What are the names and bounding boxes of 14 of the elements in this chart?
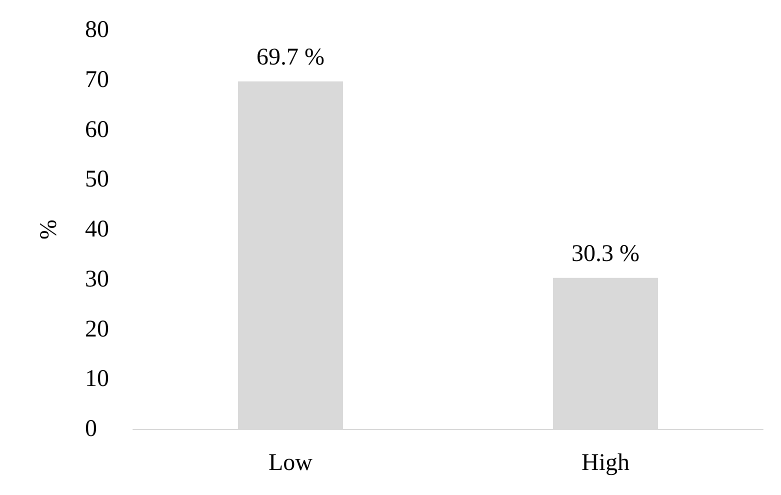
y-tick-label: 80 xyxy=(85,17,109,43)
y-tick-label: 10 xyxy=(85,366,109,392)
y-tick-label: 40 xyxy=(85,216,109,242)
y-tick-label: 50 xyxy=(85,166,109,193)
y-axis-title: % xyxy=(36,220,62,240)
data-label: 30.3 % xyxy=(572,240,640,267)
y-tick-label: 0 xyxy=(85,416,97,442)
y-tick-label: 70 xyxy=(85,66,109,93)
y-tick-label: 60 xyxy=(85,116,109,143)
x-tick-label: High xyxy=(582,450,630,476)
x-tick-label: Low xyxy=(268,450,314,476)
y-tick-label: 20 xyxy=(85,316,109,342)
data-label: 69.7 % xyxy=(256,44,324,70)
y-tick-label: 30 xyxy=(85,266,109,292)
